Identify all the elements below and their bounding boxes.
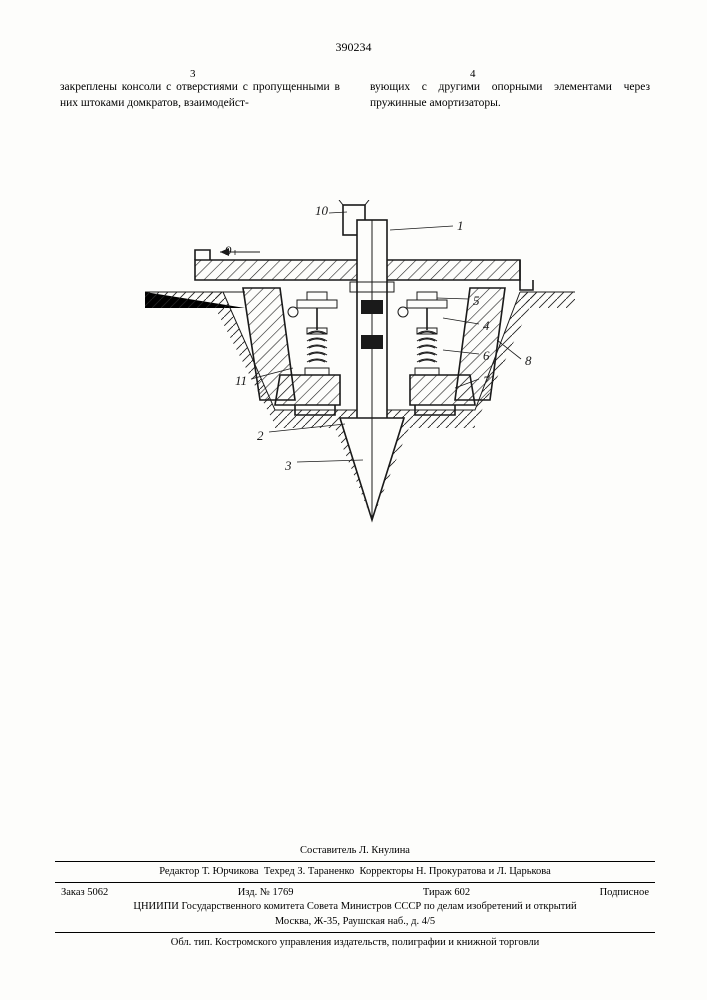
publication-line: Заказ 5062 Изд. № 1769 Тираж 602 Подписн… [55,886,655,900]
body-text-left: закреплены консоли с отверстиями с пропу… [60,80,340,111]
svg-text:2: 2 [257,428,264,443]
svg-text:7: 7 [483,373,490,388]
org-address: Москва, Ж-35, Раушская наб., д. 4/5 [55,915,655,929]
svg-text:5: 5 [473,293,480,308]
svg-text:1: 1 [457,218,464,233]
column-number-left: 3 [190,68,196,80]
svg-text:10: 10 [315,203,329,218]
colophon: Составитель Л. Кнулина Редактор Т. Юрчик… [55,844,655,950]
printer-line: Обл. тип. Костромского управления издате… [55,936,655,950]
svg-text:9: 9 [225,243,232,258]
svg-text:11: 11 [235,373,247,388]
technical-figure: 1 2 3 45 6 7 8 9 10 11 [125,200,585,550]
document-number: 390234 [0,40,707,55]
credits-line: Редактор Т. Юрчикова Техред З. Тараненко… [55,865,655,879]
svg-text:3: 3 [284,458,292,473]
svg-text:8: 8 [525,353,532,368]
svg-text:4: 4 [483,318,490,333]
svg-text:6: 6 [483,348,490,363]
compiler-line: Составитель Л. Кнулина [55,844,655,858]
org-line: ЦНИИПИ Государственного комитета Совета … [55,900,655,914]
body-text-right: вующих с другими опорными элементами чер… [370,80,650,111]
column-number-right: 4 [470,68,476,80]
